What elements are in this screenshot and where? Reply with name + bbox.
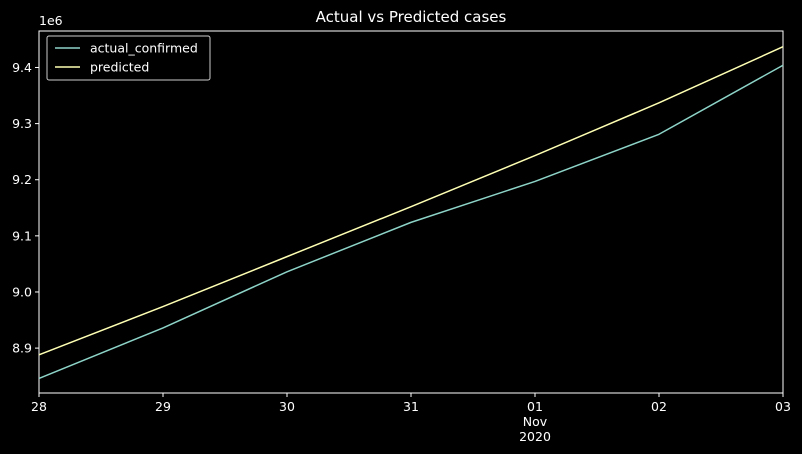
y-tick-label: 8.9	[12, 341, 32, 356]
y-tick-label: 9.3	[12, 116, 32, 131]
legend-box	[46, 35, 211, 81]
y-tick-label: 9.2	[12, 172, 32, 187]
x-tick-label: 02	[651, 399, 667, 414]
x-year-label: 2020	[519, 429, 551, 444]
legend-label-predicted: predicted	[90, 60, 149, 75]
series-line-actual-confirmed	[38, 64, 784, 380]
y-tick-label: 9.1	[12, 228, 32, 243]
x-month-label: Nov	[523, 414, 548, 429]
series-line-predicted	[38, 46, 784, 356]
y-tick-label: 9.4	[12, 60, 32, 75]
chart-title: Actual vs Predicted cases	[316, 8, 507, 26]
x-tick-label: 29	[155, 399, 171, 414]
y-offset-label: 1e6	[39, 13, 63, 28]
x-tick-label: 28	[31, 399, 47, 414]
series-layer	[38, 46, 784, 380]
x-tick-label: 01	[527, 399, 543, 414]
legend-label-actual-confirmed: actual_confirmed	[90, 41, 198, 56]
y-tick-label: 9.0	[12, 284, 32, 299]
x-tick-label: 30	[279, 399, 295, 414]
legend: actual_confirmed predicted	[46, 35, 211, 81]
x-tick-label: 03	[775, 399, 791, 414]
x-tick-label: 31	[403, 399, 419, 414]
